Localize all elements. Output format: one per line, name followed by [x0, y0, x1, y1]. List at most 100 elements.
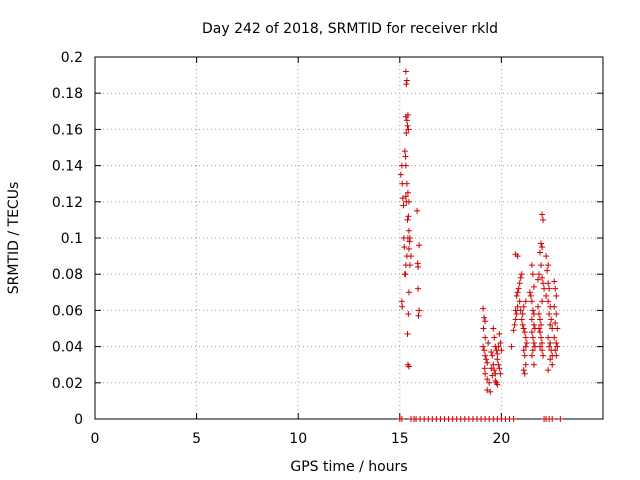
data-point: [545, 262, 552, 269]
data-point: [496, 365, 503, 372]
data-point: [515, 285, 522, 292]
data-point: [482, 318, 489, 325]
data-point: [551, 303, 558, 310]
data-point: [546, 285, 553, 292]
data-point: [530, 321, 537, 328]
data-point: [494, 356, 501, 363]
data-point: [485, 339, 492, 346]
data-point: [547, 321, 554, 328]
data-point: [397, 171, 404, 178]
x-tick-labels: 0 5 10 15 20: [91, 431, 511, 447]
data-point: [535, 271, 542, 278]
data-point: [512, 307, 519, 314]
data-point: [401, 244, 408, 251]
data-point: [554, 343, 561, 350]
data-point: [405, 198, 412, 205]
data-point: [531, 343, 538, 350]
y-tick-label: 0.1: [61, 231, 83, 247]
data-point: [494, 381, 501, 388]
data-point: [551, 278, 558, 285]
data-point: [402, 153, 409, 160]
data-point: [537, 249, 544, 256]
data-point: [483, 356, 490, 363]
data-point: [481, 365, 488, 372]
data-point: [488, 349, 495, 356]
data-point: [510, 416, 517, 422]
data-point: [545, 367, 552, 374]
data-point: [529, 334, 536, 341]
y-tick-label: 0.18: [52, 86, 83, 102]
data-point: [514, 303, 521, 310]
data-point: [490, 325, 497, 332]
data-point: [538, 334, 545, 341]
data-point: [415, 285, 422, 292]
data-point: [528, 329, 535, 336]
data-point: [551, 334, 558, 341]
data-point: [548, 316, 555, 323]
data-point: [529, 307, 536, 314]
data-point: [537, 343, 544, 350]
data-point: [517, 307, 524, 314]
data-point: [516, 280, 523, 287]
data-point: [495, 343, 502, 350]
data-point: [530, 311, 537, 318]
y-tick-label: 0.14: [52, 159, 83, 175]
data-point: [539, 244, 546, 251]
y-tick-label: 0.12: [52, 195, 83, 211]
data-point: [547, 339, 554, 346]
data-point: [400, 202, 407, 209]
data-point: [510, 327, 517, 334]
data-point: [513, 311, 520, 318]
data-point: [482, 370, 489, 377]
data-point: [493, 347, 500, 354]
data-points: [396, 68, 564, 422]
data-point: [544, 267, 551, 274]
data-point: [553, 292, 560, 299]
data-point: [518, 271, 525, 278]
x-axis-label: GPS time / hours: [290, 459, 407, 475]
data-point: [484, 376, 491, 383]
data-point: [403, 117, 410, 124]
x-tick-label: 15: [391, 431, 409, 447]
grid: [95, 57, 603, 419]
x-tick-label: 10: [289, 431, 307, 447]
data-point: [407, 253, 414, 260]
data-point: [553, 352, 560, 359]
data-point: [482, 352, 489, 359]
data-point: [480, 343, 487, 350]
data-point: [484, 359, 491, 366]
data-point: [540, 280, 547, 287]
data-point: [405, 227, 412, 234]
data-point: [405, 245, 412, 252]
data-point: [513, 292, 520, 299]
data-point: [399, 195, 406, 202]
data-point: [517, 274, 524, 281]
data-point: [523, 339, 530, 346]
y-tick-label: 0.2: [61, 50, 83, 66]
data-point: [403, 130, 410, 137]
data-point: [553, 311, 560, 318]
data-point: [520, 325, 527, 332]
data-point: [489, 352, 496, 359]
data-point: [405, 213, 412, 220]
data-point: [480, 325, 487, 332]
data-point: [545, 334, 552, 341]
data-point: [497, 370, 504, 377]
y-tick-label: 0.06: [52, 303, 83, 319]
data-point: [399, 303, 406, 310]
data-point: [404, 330, 411, 337]
data-point: [549, 325, 556, 332]
data-point: [481, 314, 488, 321]
data-point: [521, 329, 528, 336]
x-tick-label: 20: [492, 431, 510, 447]
data-point: [519, 321, 526, 328]
data-point: [405, 363, 412, 370]
data-point: [522, 298, 529, 305]
data-point: [497, 339, 504, 346]
data-point: [529, 347, 536, 354]
data-point: [416, 307, 423, 314]
y-tick-label: 0.04: [52, 340, 83, 356]
data-point: [539, 274, 546, 281]
data-point: [403, 81, 410, 88]
